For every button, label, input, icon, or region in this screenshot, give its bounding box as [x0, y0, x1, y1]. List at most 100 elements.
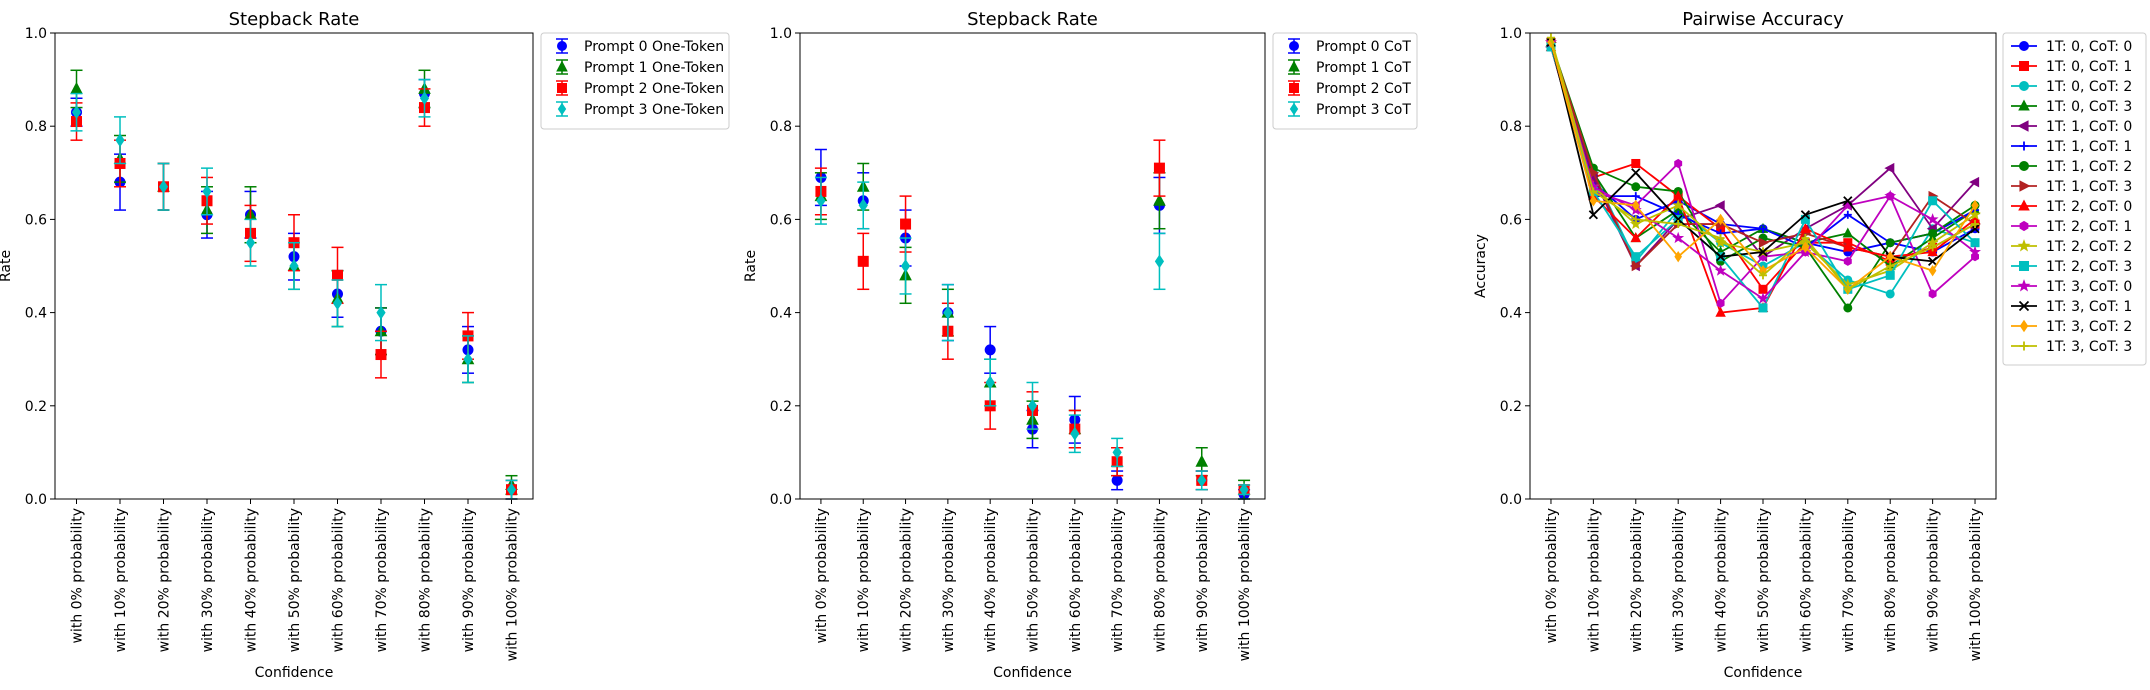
data-point [1197, 473, 1207, 488]
x-tick-label: with 10% probability [856, 508, 872, 652]
data-point [1928, 228, 1938, 238]
chart-title: Stepback Rate [967, 9, 1098, 30]
y-tick-label: 1.0 [770, 26, 792, 42]
data-point [1716, 213, 1725, 226]
legend-marker [2019, 341, 2029, 351]
data-point [375, 349, 387, 361]
y-tick-label: 0.6 [1500, 212, 1522, 228]
data-point [1885, 270, 1895, 280]
data-point [158, 179, 169, 194]
data-point [1886, 262, 1895, 270]
data-point [1716, 234, 1725, 243]
x-tick-label: with 20% probability [157, 508, 173, 652]
data-point [1195, 454, 1209, 467]
data-point [1928, 243, 1937, 252]
data-point [1631, 199, 1640, 212]
data-point [1884, 189, 1897, 202]
legend-label: Prompt 1 CoT [1316, 60, 1411, 76]
legend-label: Prompt 1 One-Token [584, 60, 724, 76]
data-point [1714, 264, 1727, 276]
x-tick-label: with 60% probability [330, 508, 346, 652]
legend: Prompt 0 One-Token Prompt 1 One-Token Prom… [540, 32, 730, 130]
legend-marker [1288, 60, 1300, 72]
data-point [1716, 298, 1725, 308]
data-point [1631, 192, 1640, 201]
data-point [1547, 36, 1555, 49]
data-point [1758, 247, 1768, 257]
data-point [1758, 237, 1769, 248]
legend-label: 1T: 1, CoT: 3 [2046, 179, 2132, 195]
chart-title: Stepback Rate [229, 9, 360, 30]
plot-frame [799, 32, 1266, 500]
legend-marker [2019, 319, 2029, 333]
data-point [1758, 303, 1768, 313]
y-tick-label: 0.2 [770, 399, 792, 415]
data-point [1969, 208, 1981, 220]
data-point [1759, 271, 1767, 280]
x-tick-label: with 10% probability [113, 508, 129, 652]
x-tick-label: with 80% probability [417, 508, 433, 652]
chart-panel-1: Stepback Rate 0.0 0.2 0.4 0.6 0.8 1.0 with 0% p… [0, 9, 730, 681]
data-point [1758, 284, 1768, 294]
legend-marker [2019, 161, 2029, 171]
legend-box [1272, 32, 1418, 130]
x-tick-label: with 60% probability [1798, 508, 1814, 652]
data-point [115, 133, 125, 148]
data-point [857, 255, 869, 267]
data-point [245, 235, 256, 250]
data-point [900, 259, 911, 273]
data-point [1589, 195, 1598, 207]
legend-marker [2017, 239, 2031, 252]
plot-frame [1529, 32, 1997, 500]
data-point [1714, 200, 1725, 211]
legend-marker [1289, 41, 1299, 51]
legend-label: 1T: 0, CoT: 2 [2046, 79, 2132, 95]
legend-label: 1T: 2, CoT: 2 [2046, 239, 2132, 255]
x-tick-label: with 90% probability [1195, 508, 1211, 652]
legend-label: 1T: 2, CoT: 3 [2046, 259, 2132, 275]
legend-marker [2018, 99, 2030, 111]
data-point [1588, 210, 1599, 220]
x-tick-label: with 80% probability [1883, 508, 1899, 652]
legend-box [2002, 32, 2147, 366]
y-axis-label: Rate [0, 250, 14, 282]
data-point [1842, 227, 1854, 238]
legend: 1T: 0, CoT: 0 1T: 0, CoT: 1 1T: 0, CoT: 2 1… [2002, 32, 2147, 366]
x-tick-label: with 40% probability [1714, 508, 1730, 652]
data-point [332, 296, 343, 311]
x-tick-label: with 0% probability [70, 508, 86, 644]
data-point [71, 105, 82, 120]
data-point [1886, 250, 1895, 263]
data-point [1928, 196, 1938, 206]
x-tick-label: with 70% probability [1841, 508, 1857, 652]
y-axis-label: Accuracy [1473, 234, 1489, 298]
legend-marker [2019, 141, 2029, 151]
legend-marker [2019, 81, 2029, 91]
legend-label: 1T: 0, CoT: 1 [2046, 59, 2132, 75]
data-point [1885, 289, 1895, 299]
data-point [1631, 182, 1641, 192]
data-point [900, 218, 912, 230]
plot-frame [54, 32, 534, 500]
x-tick-label: with 30% probability [200, 508, 216, 652]
legend-label: Prompt 3 One-Token [584, 102, 724, 118]
x-tick-label: with 10% probability [1586, 508, 1602, 652]
data-point [1801, 241, 1810, 254]
data-point [1631, 168, 1641, 178]
data-point [1928, 264, 1937, 277]
chart-title: Pairwise Accuracy [1682, 9, 1844, 30]
legend-label: 1T: 2, CoT: 1 [2046, 219, 2132, 235]
legend: Prompt 0 CoT Prompt 1 CoT Prompt 2 CoT Prom… [1272, 32, 1418, 130]
x-tick-label: with 70% probability [1110, 508, 1126, 652]
data-point [985, 375, 995, 390]
legend-marker [557, 41, 567, 51]
data-point [1112, 445, 1122, 460]
legend-marker [2019, 261, 2029, 271]
data-point [1927, 256, 1938, 266]
data-point [1969, 245, 1981, 258]
legend-label: Prompt 0 One-Token [584, 39, 724, 55]
x-tick-label: with 30% probability [941, 508, 957, 652]
data-point [1715, 306, 1726, 317]
